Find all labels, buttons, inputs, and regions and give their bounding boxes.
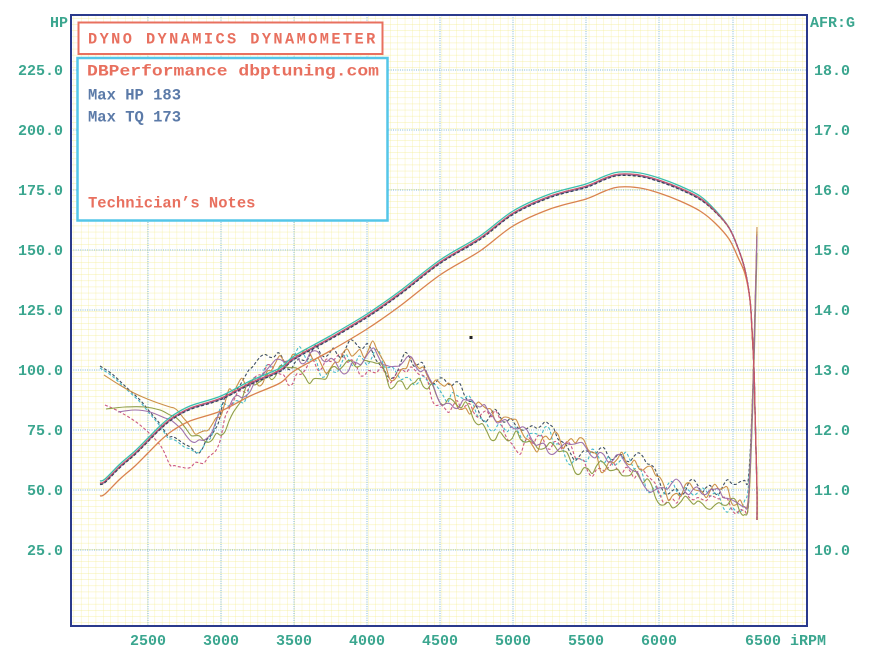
svg-text:DYNO DYNAMICS DYNAMOMETER: DYNO DYNAMICS DYNAMOMETER	[88, 31, 376, 49]
svg-text:125.0: 125.0	[18, 303, 63, 320]
svg-text:6000: 6000	[641, 633, 677, 650]
svg-text:5500: 5500	[568, 633, 604, 650]
svg-text:175.0: 175.0	[18, 183, 63, 200]
svg-text:AFR:G: AFR:G	[810, 15, 855, 32]
svg-text:100.0: 100.0	[18, 363, 63, 380]
svg-text:DBPerformance dbptuning.com: DBPerformance dbptuning.com	[87, 63, 379, 81]
svg-text:Technician’s Notes: Technician’s Notes	[88, 195, 255, 213]
svg-text:3000: 3000	[203, 633, 239, 650]
svg-text:4500: 4500	[422, 633, 458, 650]
svg-text:3500: 3500	[276, 633, 312, 650]
svg-text:2500: 2500	[130, 633, 166, 650]
svg-text:6500 iRPM: 6500 iRPM	[745, 633, 826, 650]
svg-text:16.0: 16.0	[814, 183, 850, 200]
svg-text:225.0: 225.0	[18, 63, 63, 80]
svg-text:10.0: 10.0	[814, 543, 850, 560]
svg-text:50.0: 50.0	[27, 483, 63, 500]
svg-text:5000: 5000	[495, 633, 531, 650]
svg-text:25.0: 25.0	[27, 543, 63, 560]
svg-text:HP: HP	[50, 15, 68, 32]
svg-text:200.0: 200.0	[18, 123, 63, 140]
svg-text:75.0: 75.0	[27, 423, 63, 440]
svg-text:14.0: 14.0	[814, 303, 850, 320]
svg-text:150.0: 150.0	[18, 243, 63, 260]
svg-text:15.0: 15.0	[814, 243, 850, 260]
svg-text:4000: 4000	[349, 633, 385, 650]
svg-text:13.0: 13.0	[814, 363, 850, 380]
svg-text:11.0: 11.0	[814, 483, 850, 500]
svg-text:12.0: 12.0	[814, 423, 850, 440]
svg-text:17.0: 17.0	[814, 123, 850, 140]
svg-text:Max TQ 173: Max TQ 173	[88, 109, 181, 127]
svg-text:Max HP 183: Max HP 183	[88, 87, 181, 105]
svg-text:18.0: 18.0	[814, 63, 850, 80]
